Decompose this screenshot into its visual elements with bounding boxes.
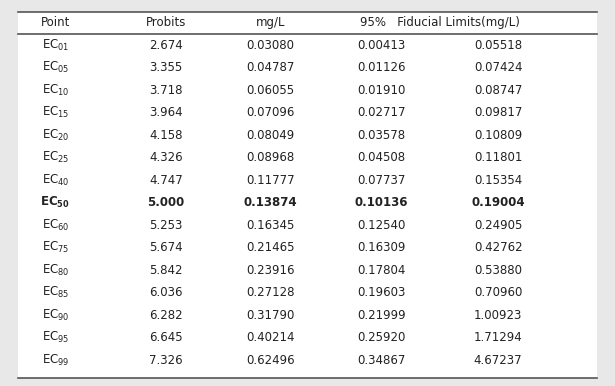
Text: 0.11777: 0.11777 <box>246 174 295 187</box>
Text: 0.05518: 0.05518 <box>474 39 522 52</box>
Text: $\mathrm{EC_{90}}$: $\mathrm{EC_{90}}$ <box>42 308 69 323</box>
Text: 4.67237: 4.67237 <box>474 354 523 367</box>
Text: $\mathrm{EC_{60}}$: $\mathrm{EC_{60}}$ <box>42 218 69 233</box>
Text: $\mathrm{EC_{20}}$: $\mathrm{EC_{20}}$ <box>42 128 69 143</box>
Text: 0.25920: 0.25920 <box>357 331 405 344</box>
Text: 0.19603: 0.19603 <box>357 286 405 299</box>
Text: 0.17804: 0.17804 <box>357 264 405 277</box>
Text: 0.42762: 0.42762 <box>474 241 523 254</box>
Text: 0.23916: 0.23916 <box>247 264 295 277</box>
Text: 0.13874: 0.13874 <box>244 196 298 209</box>
Text: 6.282: 6.282 <box>149 309 183 322</box>
Text: 0.34867: 0.34867 <box>357 354 405 367</box>
Text: $\mathrm{EC_{40}}$: $\mathrm{EC_{40}}$ <box>42 173 69 188</box>
Text: 0.40214: 0.40214 <box>247 331 295 344</box>
Text: 0.08049: 0.08049 <box>247 129 295 142</box>
Text: 0.03578: 0.03578 <box>357 129 405 142</box>
Text: 0.24905: 0.24905 <box>474 219 522 232</box>
Text: 5.674: 5.674 <box>149 241 183 254</box>
Text: 0.07424: 0.07424 <box>474 61 522 74</box>
Text: 0.53880: 0.53880 <box>474 264 522 277</box>
Text: $\mathrm{EC_{01}}$: $\mathrm{EC_{01}}$ <box>42 38 69 53</box>
Text: 6.645: 6.645 <box>149 331 183 344</box>
Text: 0.12540: 0.12540 <box>357 219 405 232</box>
Text: 0.16309: 0.16309 <box>357 241 405 254</box>
Text: 0.02717: 0.02717 <box>357 106 405 119</box>
Text: 0.10136: 0.10136 <box>355 196 408 209</box>
Text: $\mathrm{EC_{75}}$: $\mathrm{EC_{75}}$ <box>42 240 69 256</box>
Text: 0.09817: 0.09817 <box>474 106 522 119</box>
Text: 4.158: 4.158 <box>149 129 183 142</box>
Text: $\mathrm{EC_{85}}$: $\mathrm{EC_{85}}$ <box>42 285 69 300</box>
Text: 0.27128: 0.27128 <box>247 286 295 299</box>
Text: 4.747: 4.747 <box>149 174 183 187</box>
Text: 7.326: 7.326 <box>149 354 183 367</box>
Text: 5.000: 5.000 <box>148 196 184 209</box>
Text: 0.08968: 0.08968 <box>247 151 295 164</box>
Text: 3.718: 3.718 <box>149 84 183 97</box>
Text: 0.19004: 0.19004 <box>471 196 525 209</box>
FancyBboxPatch shape <box>18 12 597 378</box>
Text: 3.964: 3.964 <box>149 106 183 119</box>
Text: $\mathrm{EC_{15}}$: $\mathrm{EC_{15}}$ <box>42 105 69 120</box>
Text: 0.00413: 0.00413 <box>357 39 405 52</box>
Text: Probits: Probits <box>146 16 186 29</box>
Text: 0.01910: 0.01910 <box>357 84 405 97</box>
Text: 0.07737: 0.07737 <box>357 174 405 187</box>
Text: $\mathbf{EC_{50}}$: $\mathbf{EC_{50}}$ <box>41 195 70 210</box>
Text: 4.326: 4.326 <box>149 151 183 164</box>
Text: 0.04787: 0.04787 <box>247 61 295 74</box>
Text: 0.21999: 0.21999 <box>357 309 406 322</box>
Text: 5.253: 5.253 <box>149 219 183 232</box>
Text: 0.16345: 0.16345 <box>247 219 295 232</box>
Text: 1.00923: 1.00923 <box>474 309 522 322</box>
Text: mg/L: mg/L <box>256 16 285 29</box>
Text: 0.03080: 0.03080 <box>247 39 295 52</box>
Text: 0.04508: 0.04508 <box>357 151 405 164</box>
Text: 0.08747: 0.08747 <box>474 84 522 97</box>
Text: 0.10809: 0.10809 <box>474 129 522 142</box>
Text: 5.842: 5.842 <box>149 264 183 277</box>
Text: $\mathrm{EC_{10}}$: $\mathrm{EC_{10}}$ <box>42 83 69 98</box>
Text: 2.674: 2.674 <box>149 39 183 52</box>
Text: 6.036: 6.036 <box>149 286 183 299</box>
Text: $\mathrm{EC_{95}}$: $\mathrm{EC_{95}}$ <box>42 330 69 345</box>
Text: $\mathrm{EC_{80}}$: $\mathrm{EC_{80}}$ <box>42 263 69 278</box>
Text: 1.71294: 1.71294 <box>474 331 523 344</box>
Text: $\mathrm{EC_{99}}$: $\mathrm{EC_{99}}$ <box>42 353 69 368</box>
Text: 0.21465: 0.21465 <box>247 241 295 254</box>
Text: 0.31790: 0.31790 <box>247 309 295 322</box>
Text: 95%   Fiducial Limits(mg/L): 95% Fiducial Limits(mg/L) <box>360 16 520 29</box>
Text: 0.06055: 0.06055 <box>247 84 295 97</box>
Text: 0.11801: 0.11801 <box>474 151 522 164</box>
Text: 0.62496: 0.62496 <box>246 354 295 367</box>
Text: 0.70960: 0.70960 <box>474 286 522 299</box>
Text: $\mathrm{EC_{25}}$: $\mathrm{EC_{25}}$ <box>42 150 69 165</box>
Text: 3.355: 3.355 <box>149 61 183 74</box>
Text: Point: Point <box>41 16 70 29</box>
Text: 0.01126: 0.01126 <box>357 61 405 74</box>
Text: 0.07096: 0.07096 <box>247 106 295 119</box>
Text: $\mathrm{EC_{05}}$: $\mathrm{EC_{05}}$ <box>42 60 69 75</box>
Text: 0.15354: 0.15354 <box>474 174 522 187</box>
